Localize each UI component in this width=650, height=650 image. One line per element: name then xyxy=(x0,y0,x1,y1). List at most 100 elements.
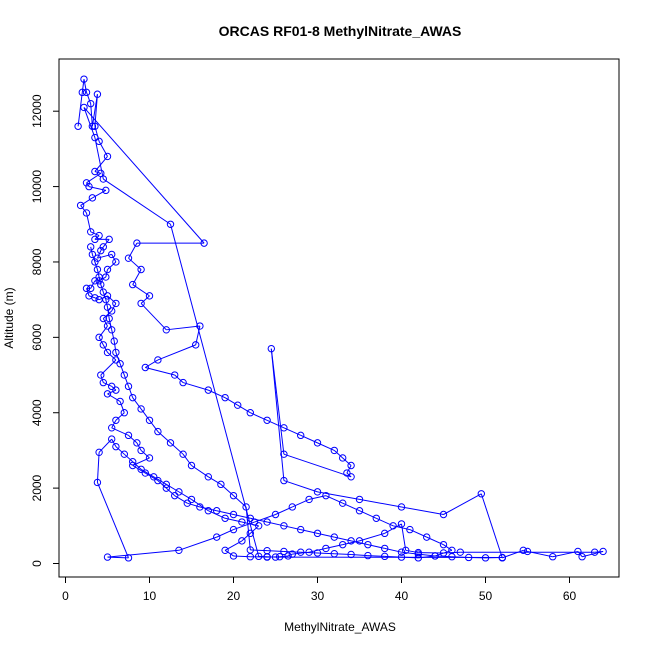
series-segment xyxy=(98,337,104,346)
data-point xyxy=(213,507,221,515)
data-point xyxy=(112,258,120,266)
data-point xyxy=(414,548,422,557)
series-segment xyxy=(107,295,117,304)
series-segment xyxy=(115,412,125,421)
data-point xyxy=(381,544,389,553)
data-point xyxy=(166,220,175,228)
data-point xyxy=(343,469,351,477)
series-segment xyxy=(107,307,110,319)
y-tick-label: 10000 xyxy=(30,170,44,204)
y-tick-label: 8000 xyxy=(30,248,44,275)
data-point xyxy=(204,386,213,394)
data-point xyxy=(88,122,97,130)
data-point xyxy=(276,553,284,561)
data-point xyxy=(330,550,338,558)
data-point xyxy=(183,499,192,507)
data-point xyxy=(313,439,322,447)
series-segment xyxy=(165,487,176,497)
data-point xyxy=(129,393,137,402)
series-segment xyxy=(102,318,108,327)
data-point xyxy=(112,416,120,424)
series-segment xyxy=(111,385,117,391)
data-point xyxy=(103,303,112,311)
series-segment xyxy=(119,401,125,413)
data-point xyxy=(263,416,271,424)
data-point xyxy=(347,537,355,545)
x-axis: 0 10 20 30 40 50 60 xyxy=(62,576,576,603)
data-point xyxy=(105,235,113,244)
y-tick-label: 2000 xyxy=(30,474,44,501)
y-tick-label: 12000 xyxy=(30,94,44,128)
series-segment xyxy=(96,269,100,278)
series-segment xyxy=(123,453,134,463)
data-point xyxy=(175,546,183,555)
data-point xyxy=(477,490,485,498)
data-point xyxy=(166,439,175,447)
data-point xyxy=(246,546,255,554)
series-segment xyxy=(170,442,184,455)
series-segment xyxy=(174,495,188,504)
data-point xyxy=(141,363,150,372)
series-segment xyxy=(90,280,96,289)
series-segment xyxy=(83,107,96,138)
series-segment xyxy=(182,382,209,391)
series-segment xyxy=(132,397,142,410)
data-point xyxy=(145,416,154,424)
series-segment xyxy=(103,178,171,225)
x-tick-label: 40 xyxy=(395,589,409,603)
series-segment xyxy=(94,261,98,270)
x-tick-label: 0 xyxy=(62,589,69,603)
data-point xyxy=(200,239,208,247)
data-point xyxy=(313,529,322,538)
data-point xyxy=(124,431,133,440)
data-point xyxy=(238,537,246,545)
x-tick-label: 30 xyxy=(311,589,325,603)
data-point xyxy=(305,548,313,556)
data-point xyxy=(397,548,406,556)
series-segment xyxy=(107,389,117,395)
data-point xyxy=(397,520,406,528)
series-segment xyxy=(94,235,100,240)
data-point xyxy=(406,525,414,534)
data-point xyxy=(80,75,88,83)
series-segment xyxy=(102,310,113,319)
series-segment xyxy=(145,367,175,376)
data-point xyxy=(591,548,599,556)
data-point xyxy=(99,314,108,323)
x-tick-label: 10 xyxy=(143,589,157,603)
data-point xyxy=(99,341,108,349)
data-point xyxy=(187,495,196,504)
data-point xyxy=(355,537,364,545)
series-segment xyxy=(86,92,92,104)
data-point xyxy=(112,442,120,451)
series-segment xyxy=(97,253,112,259)
data-point xyxy=(599,547,607,556)
series-segment xyxy=(92,189,107,199)
data-point xyxy=(456,548,464,556)
data-point xyxy=(91,133,99,142)
data-point xyxy=(339,540,347,549)
series-segment xyxy=(119,363,125,376)
series-segment xyxy=(111,303,117,312)
data-point xyxy=(102,186,110,195)
data-point xyxy=(498,554,506,562)
data-point xyxy=(78,88,87,97)
series-segment xyxy=(86,182,90,187)
data-point xyxy=(103,553,112,561)
series-segment xyxy=(208,476,222,485)
data-point xyxy=(137,299,145,308)
data-point xyxy=(91,235,99,244)
data-point xyxy=(120,409,129,417)
series-segment xyxy=(270,348,285,481)
data-point xyxy=(137,265,145,274)
data-point xyxy=(112,386,120,394)
data-point xyxy=(322,544,330,553)
series-segment xyxy=(346,465,352,474)
data-point xyxy=(129,461,137,470)
data-point xyxy=(97,280,105,289)
series-segment xyxy=(140,408,150,421)
data-point xyxy=(87,99,95,108)
data-point xyxy=(423,533,431,541)
data-point xyxy=(439,549,448,557)
